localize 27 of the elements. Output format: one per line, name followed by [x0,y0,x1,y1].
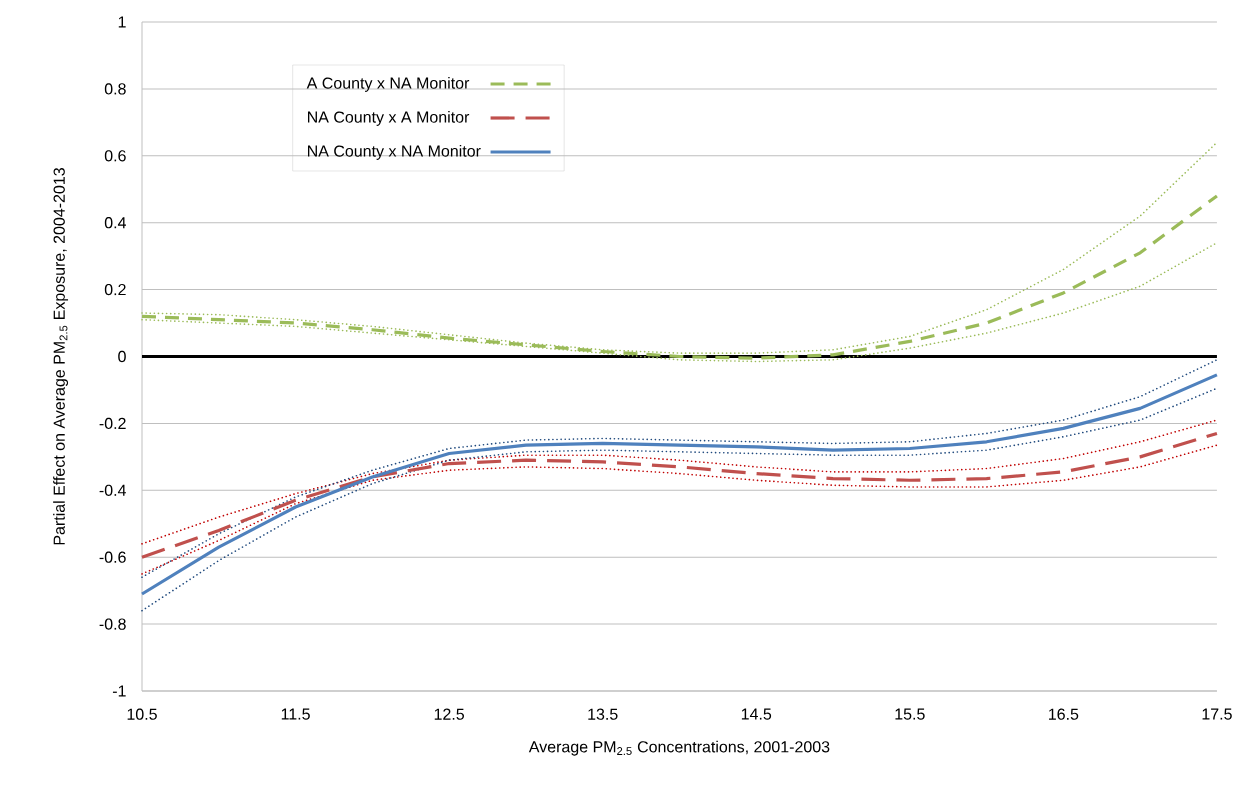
line-series [141,444,1218,575]
x-tick-label: 14.5 [741,708,772,720]
y-tick-label: 0.4 [104,217,126,229]
y-tick-label: 0.8 [104,83,126,95]
y-tick-label: 0 [118,350,126,363]
x-tick-label: 10.5 [127,708,157,720]
y-tick-label: 0.6 [104,150,126,162]
x-axis-title: Average PM$_{2.5}$ Concentrations, 2001-2003 [528,740,830,756]
x-tick-label: 16.5 [1049,708,1079,720]
line-series [140,431,1219,559]
line-series [141,419,1218,545]
y-tick-label: 1 [118,16,126,28]
x-tick-label: 12.5 [434,708,465,720]
y-tick-label: -0.8 [99,618,126,630]
y-tick-label: 0.2 [104,283,126,296]
y-tick-label: -0.2 [99,417,126,430]
legend-label: NA County x NA Monitor [308,145,481,160]
y-tick-label: -1 [112,685,126,697]
y-axis-title: Partial Effect on Average PM$_{2.5}$ Exposure, 2004-2013 [53,168,69,545]
x-tick-label: 17.5 [1202,708,1232,720]
y-tick-label: -0.4 [99,484,126,496]
x-tick-label: 11.5 [281,708,310,720]
x-tick-label: 13.5 [588,708,618,720]
legend-label: A County x NA Monitor [306,77,470,92]
y-tick-label: -0.6 [99,551,126,563]
x-tick-label: 15.5 [895,708,925,720]
legend-label: NA County x A Monitor [308,111,470,126]
